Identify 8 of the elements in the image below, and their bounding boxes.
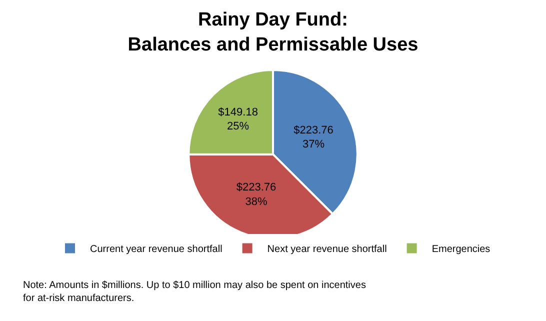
text: Note: Amounts in $millions. Up to $10 million may also be spent on incentives for at-risk manufacturers. — [23, 280, 366, 304]
data-label: $223.76 37% — [294, 124, 334, 151]
chart-title: Rainy Day Fund: Balances and Permissable Uses — [128, 10, 418, 56]
legend-label: Next year revenue shortfall — [267, 244, 387, 256]
legend-label: Emergencies — [432, 244, 490, 256]
legend-label: Current year revenue shortfall — [90, 244, 222, 256]
data-label: $223.76 38% — [236, 182, 276, 208]
data-label: $149.18 25% — [218, 106, 258, 133]
